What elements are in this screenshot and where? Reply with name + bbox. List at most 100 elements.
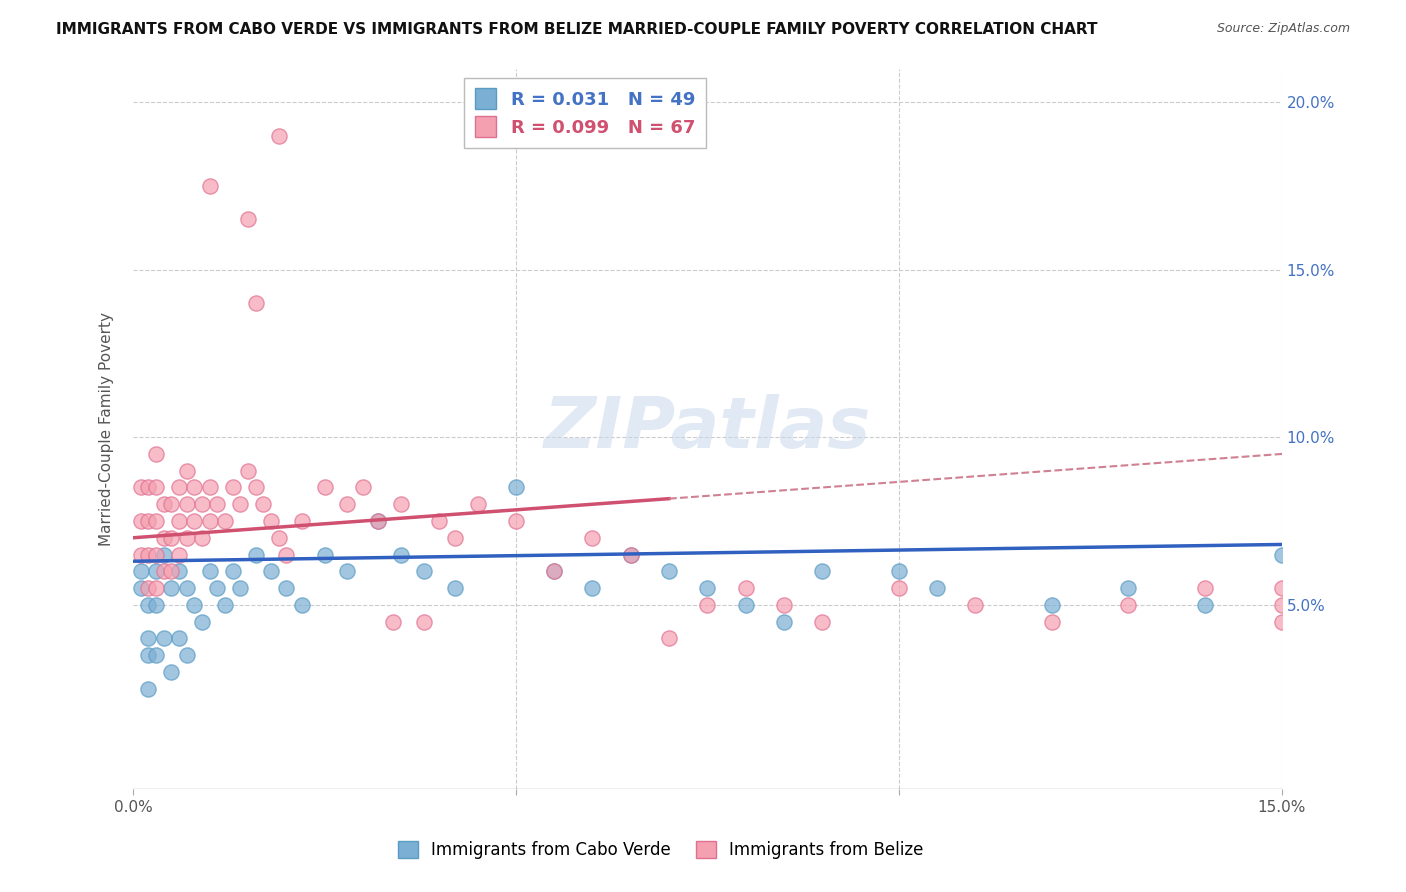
Point	[336, 564, 359, 578]
Point	[1118, 581, 1140, 595]
Point	[1270, 581, 1292, 595]
Point	[696, 581, 718, 595]
Point	[198, 514, 221, 528]
Point	[176, 497, 198, 511]
Point	[505, 481, 527, 495]
Point	[152, 531, 174, 545]
Point	[138, 581, 160, 595]
Point	[229, 581, 252, 595]
Point	[260, 564, 283, 578]
Point	[167, 564, 190, 578]
Point	[581, 531, 603, 545]
Point	[389, 548, 412, 562]
Point	[276, 581, 298, 595]
Point	[138, 548, 160, 562]
Point	[198, 564, 221, 578]
Point	[152, 497, 174, 511]
Point	[543, 564, 565, 578]
Point	[138, 681, 160, 696]
Point	[129, 481, 152, 495]
Point	[581, 581, 603, 595]
Point	[245, 548, 267, 562]
Point	[336, 497, 359, 511]
Point	[413, 564, 436, 578]
Point	[887, 581, 910, 595]
Point	[1118, 598, 1140, 612]
Point	[129, 581, 152, 595]
Point	[887, 564, 910, 578]
Point	[145, 481, 167, 495]
Point	[145, 548, 167, 562]
Point	[965, 598, 987, 612]
Point	[389, 497, 412, 511]
Point	[658, 632, 681, 646]
Point	[138, 648, 160, 662]
Point	[167, 514, 190, 528]
Point	[925, 581, 948, 595]
Point	[160, 531, 183, 545]
Point	[221, 564, 243, 578]
Point	[267, 128, 290, 143]
Point	[176, 464, 198, 478]
Point	[245, 481, 267, 495]
Point	[138, 514, 160, 528]
Legend: Immigrants from Cabo Verde, Immigrants from Belize: Immigrants from Cabo Verde, Immigrants f…	[391, 834, 931, 866]
Point	[773, 615, 796, 629]
Point	[252, 497, 274, 511]
Point	[620, 548, 643, 562]
Point	[191, 531, 214, 545]
Point	[160, 564, 183, 578]
Point	[367, 514, 389, 528]
Point	[352, 481, 374, 495]
Point	[214, 598, 236, 612]
Point	[290, 514, 312, 528]
Point	[167, 632, 190, 646]
Point	[314, 548, 336, 562]
Point	[314, 481, 336, 495]
Point	[229, 497, 252, 511]
Point	[443, 531, 465, 545]
Text: ZIPatlas: ZIPatlas	[544, 394, 870, 463]
Point	[245, 296, 267, 310]
Point	[129, 514, 152, 528]
Point	[167, 548, 190, 562]
Point	[160, 581, 183, 595]
Point	[1270, 615, 1292, 629]
Point	[207, 497, 229, 511]
Point	[260, 514, 283, 528]
Text: IMMIGRANTS FROM CABO VERDE VS IMMIGRANTS FROM BELIZE MARRIED-COUPLE FAMILY POVER: IMMIGRANTS FROM CABO VERDE VS IMMIGRANTS…	[56, 22, 1098, 37]
Point	[443, 581, 465, 595]
Point	[167, 481, 190, 495]
Point	[427, 514, 450, 528]
Point	[129, 564, 152, 578]
Point	[152, 632, 174, 646]
Point	[382, 615, 405, 629]
Point	[620, 548, 643, 562]
Point	[696, 598, 718, 612]
Point	[145, 648, 167, 662]
Point	[773, 598, 796, 612]
Point	[176, 581, 198, 595]
Point	[214, 514, 236, 528]
Point	[811, 564, 834, 578]
Point	[367, 514, 389, 528]
Point	[1194, 598, 1216, 612]
Y-axis label: Married-Couple Family Poverty: Married-Couple Family Poverty	[100, 312, 114, 546]
Point	[236, 464, 259, 478]
Point	[183, 514, 205, 528]
Point	[1040, 598, 1063, 612]
Point	[145, 564, 167, 578]
Point	[160, 497, 183, 511]
Point	[145, 447, 167, 461]
Point	[811, 615, 834, 629]
Point	[658, 564, 681, 578]
Point	[505, 514, 527, 528]
Text: Source: ZipAtlas.com: Source: ZipAtlas.com	[1216, 22, 1350, 36]
Point	[129, 548, 152, 562]
Point	[191, 615, 214, 629]
Point	[1270, 548, 1292, 562]
Point	[145, 598, 167, 612]
Point	[198, 481, 221, 495]
Point	[267, 531, 290, 545]
Point	[152, 564, 174, 578]
